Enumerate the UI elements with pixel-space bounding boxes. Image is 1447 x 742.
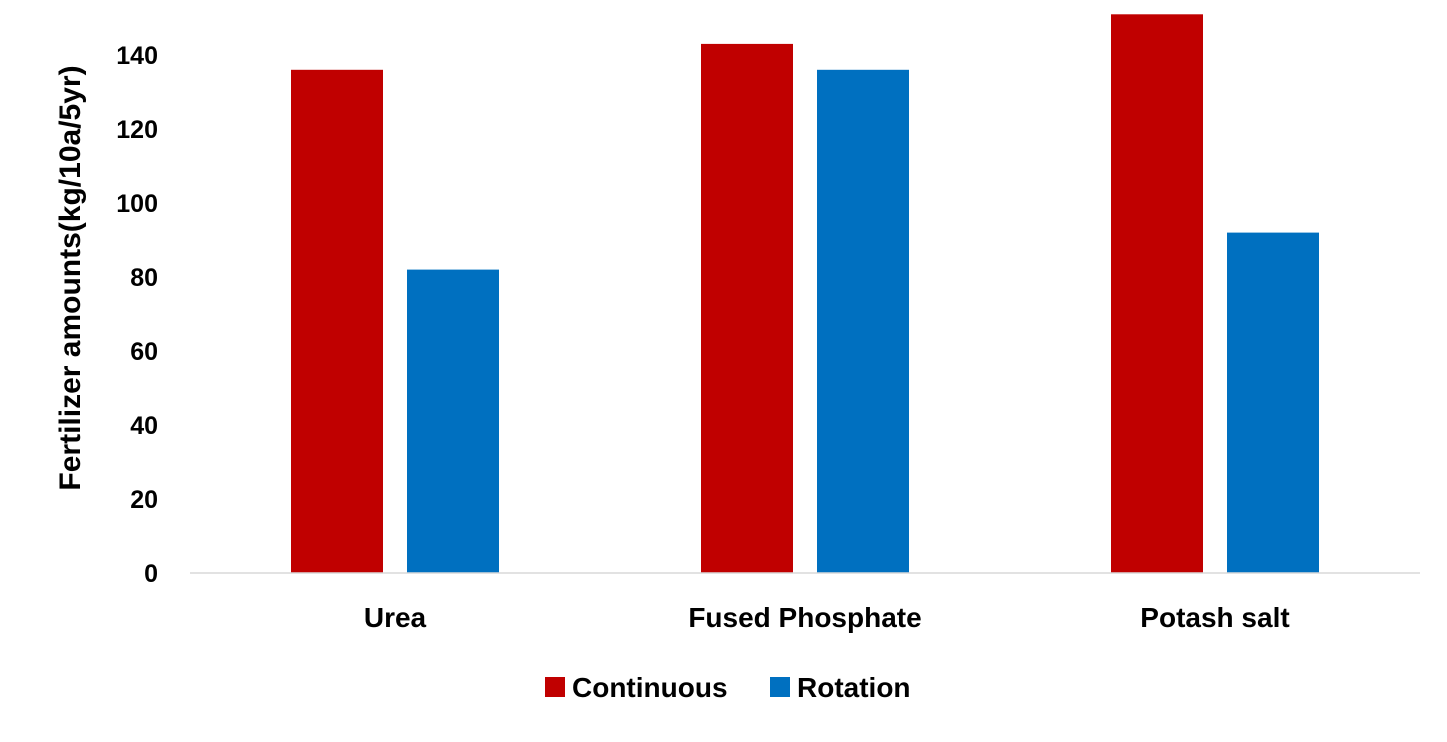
y-tick-labels: 0 20 40 60 80 100 120 140: [116, 42, 158, 588]
y-tick-label: 80: [130, 264, 158, 292]
legend-label-continuous: Continuous: [572, 672, 728, 703]
x-category-label: Urea: [364, 602, 427, 633]
y-tick-label: 140: [116, 42, 158, 70]
bar-rotation-potash-salt: [1227, 232, 1319, 573]
x-category-label: Potash salt: [1140, 602, 1289, 633]
bars-group: [291, 14, 1319, 574]
bar-rotation-urea: [407, 269, 499, 573]
bar-continuous-urea: [291, 69, 383, 574]
y-tick-label: 40: [130, 412, 158, 440]
y-axis-label: Fertilizer amounts(kg/10a/5yr): [54, 65, 87, 490]
legend: Continuous Rotation: [545, 672, 911, 703]
legend-swatch-rotation: [770, 677, 790, 697]
x-category-labels: Urea Fused Phosphate Potash salt: [364, 602, 1290, 633]
bar-rotation-fused-phosphate: [817, 69, 909, 574]
y-tick-label: 60: [130, 338, 158, 366]
y-tick-label: 0: [144, 560, 158, 588]
legend-swatch-continuous: [545, 677, 565, 697]
bar-continuous-fused-phosphate: [701, 43, 793, 573]
y-tick-label: 100: [116, 190, 158, 218]
y-tick-label: 120: [116, 116, 158, 144]
bar-continuous-potash-salt: [1111, 14, 1203, 574]
legend-label-rotation: Rotation: [797, 672, 911, 703]
y-tick-label: 20: [130, 486, 158, 514]
x-category-label: Fused Phosphate: [688, 602, 921, 633]
